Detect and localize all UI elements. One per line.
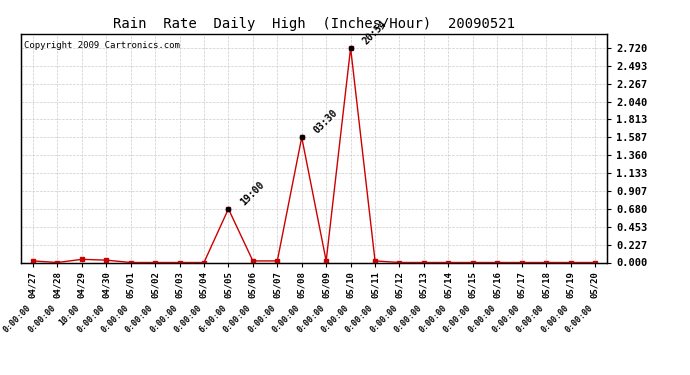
Text: 19:00: 19:00: [238, 179, 266, 207]
Text: 0:00:00: 0:00:00: [99, 304, 130, 335]
Text: 0:00:00: 0:00:00: [75, 304, 106, 335]
Text: 6:00:00: 6:00:00: [197, 304, 228, 335]
Text: 0:00:00: 0:00:00: [26, 304, 57, 335]
Text: 0:00:00: 0:00:00: [540, 304, 571, 335]
Text: 0:00:00: 0:00:00: [515, 304, 546, 335]
Text: 0:00:00: 0:00:00: [148, 304, 179, 335]
Text: 03:30: 03:30: [311, 108, 339, 135]
Text: 0:00:00: 0:00:00: [2, 304, 33, 335]
Text: 0:00:00: 0:00:00: [173, 304, 204, 335]
Text: 0:00:00: 0:00:00: [417, 304, 448, 335]
Text: 0:00:00: 0:00:00: [270, 304, 302, 335]
Text: 0:00:00: 0:00:00: [491, 304, 522, 335]
Text: Copyright 2009 Cartronics.com: Copyright 2009 Cartronics.com: [23, 40, 179, 50]
Text: 0:00:00: 0:00:00: [466, 304, 497, 335]
Text: 0:00:00: 0:00:00: [442, 304, 473, 335]
Text: 0:00:00: 0:00:00: [344, 304, 375, 335]
Text: 20:54: 20:54: [360, 18, 388, 46]
Text: 10:00: 10:00: [58, 304, 82, 328]
Text: 0:00:00: 0:00:00: [246, 304, 277, 335]
Text: 0:00:00: 0:00:00: [221, 304, 253, 335]
Title: Rain  Rate  Daily  High  (Inches/Hour)  20090521: Rain Rate Daily High (Inches/Hour) 20090…: [113, 17, 515, 31]
Text: 0:00:00: 0:00:00: [295, 304, 326, 335]
Text: 0:00:00: 0:00:00: [319, 304, 351, 335]
Text: 0:00:00: 0:00:00: [564, 304, 595, 335]
Text: 0:00:00: 0:00:00: [368, 304, 400, 335]
Text: 0:00:00: 0:00:00: [124, 304, 155, 335]
Text: 0:00:00: 0:00:00: [393, 304, 424, 335]
